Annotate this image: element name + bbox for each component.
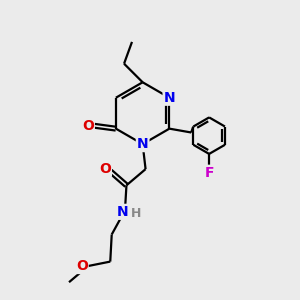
Text: N: N (117, 205, 128, 219)
Text: H: H (131, 207, 141, 220)
Text: O: O (99, 162, 111, 176)
Text: F: F (204, 166, 214, 180)
Text: O: O (82, 119, 94, 133)
Text: N: N (137, 137, 148, 151)
Text: N: N (164, 91, 175, 105)
Text: O: O (76, 259, 88, 273)
